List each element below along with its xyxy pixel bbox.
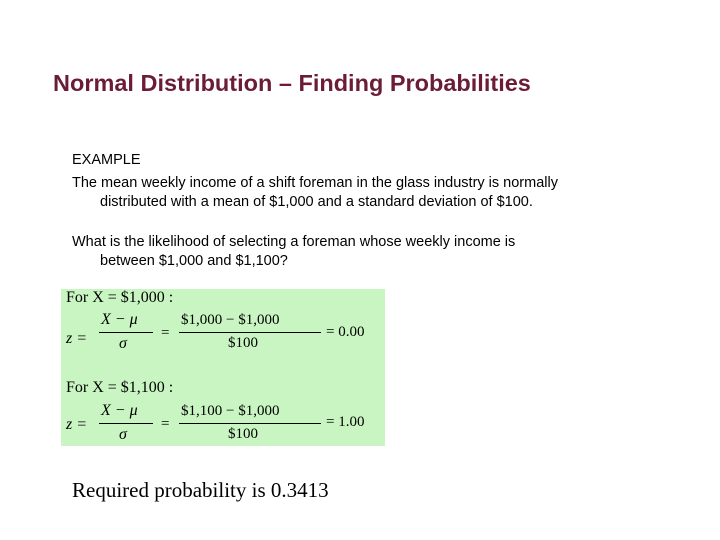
question-text: What is the likelihood of selecting a fo… [72, 233, 632, 271]
formula-2-symbolic-fraction-bar [99, 423, 153, 425]
problem-statement-line-2: distributed with a mean of $1,000 and a … [100, 194, 533, 210]
formula-2-numeric-denominator: $100 [228, 426, 258, 442]
formula-box: For X = $1,000 : z = X − μ σ = $1,000 − … [61, 289, 385, 446]
formula-2-numeric-numerator: $1,100 − $1,000 [181, 403, 280, 419]
formula-2-numeric-fraction-bar [179, 423, 321, 425]
problem-statement: The mean weekly income of a shift forema… [72, 174, 632, 212]
example-label: EXAMPLE [72, 152, 141, 168]
formula-1-result: = 0.00 [326, 324, 365, 340]
formula-2-result: = 1.00 [326, 414, 365, 430]
formula-1-symbolic-fraction-bar [99, 332, 153, 334]
formula-2-z-label: z = [66, 416, 88, 433]
formula-1-numeric-numerator: $1,000 − $1,000 [181, 312, 280, 328]
formula-1-header: For X = $1,000 : [66, 289, 174, 306]
question-line-2: between $1,000 and $1,100? [100, 253, 288, 269]
formula-1-symbolic-numerator: X − μ [101, 311, 138, 328]
formula-2-symbolic-denominator: σ [119, 426, 127, 443]
formula-2-equals: = [161, 416, 170, 432]
formula-1-numeric-fraction-bar [179, 332, 321, 334]
conclusion-text: Required probability is 0.3413 [72, 478, 329, 502]
formula-1-equals: = [161, 325, 170, 341]
formula-1-numeric-denominator: $100 [228, 335, 258, 351]
problem-statement-line-1: The mean weekly income of a shift forema… [72, 175, 558, 191]
question-line-1: What is the likelihood of selecting a fo… [72, 234, 516, 250]
formula-2-symbolic-numerator: X − μ [101, 402, 138, 419]
formula-1-z-label: z = [66, 330, 88, 347]
formula-1-symbolic-denominator: σ [119, 335, 127, 352]
formula-2-header: For X = $1,100 : [66, 379, 174, 396]
slide-title: Normal Distribution – Finding Probabilit… [53, 70, 531, 96]
